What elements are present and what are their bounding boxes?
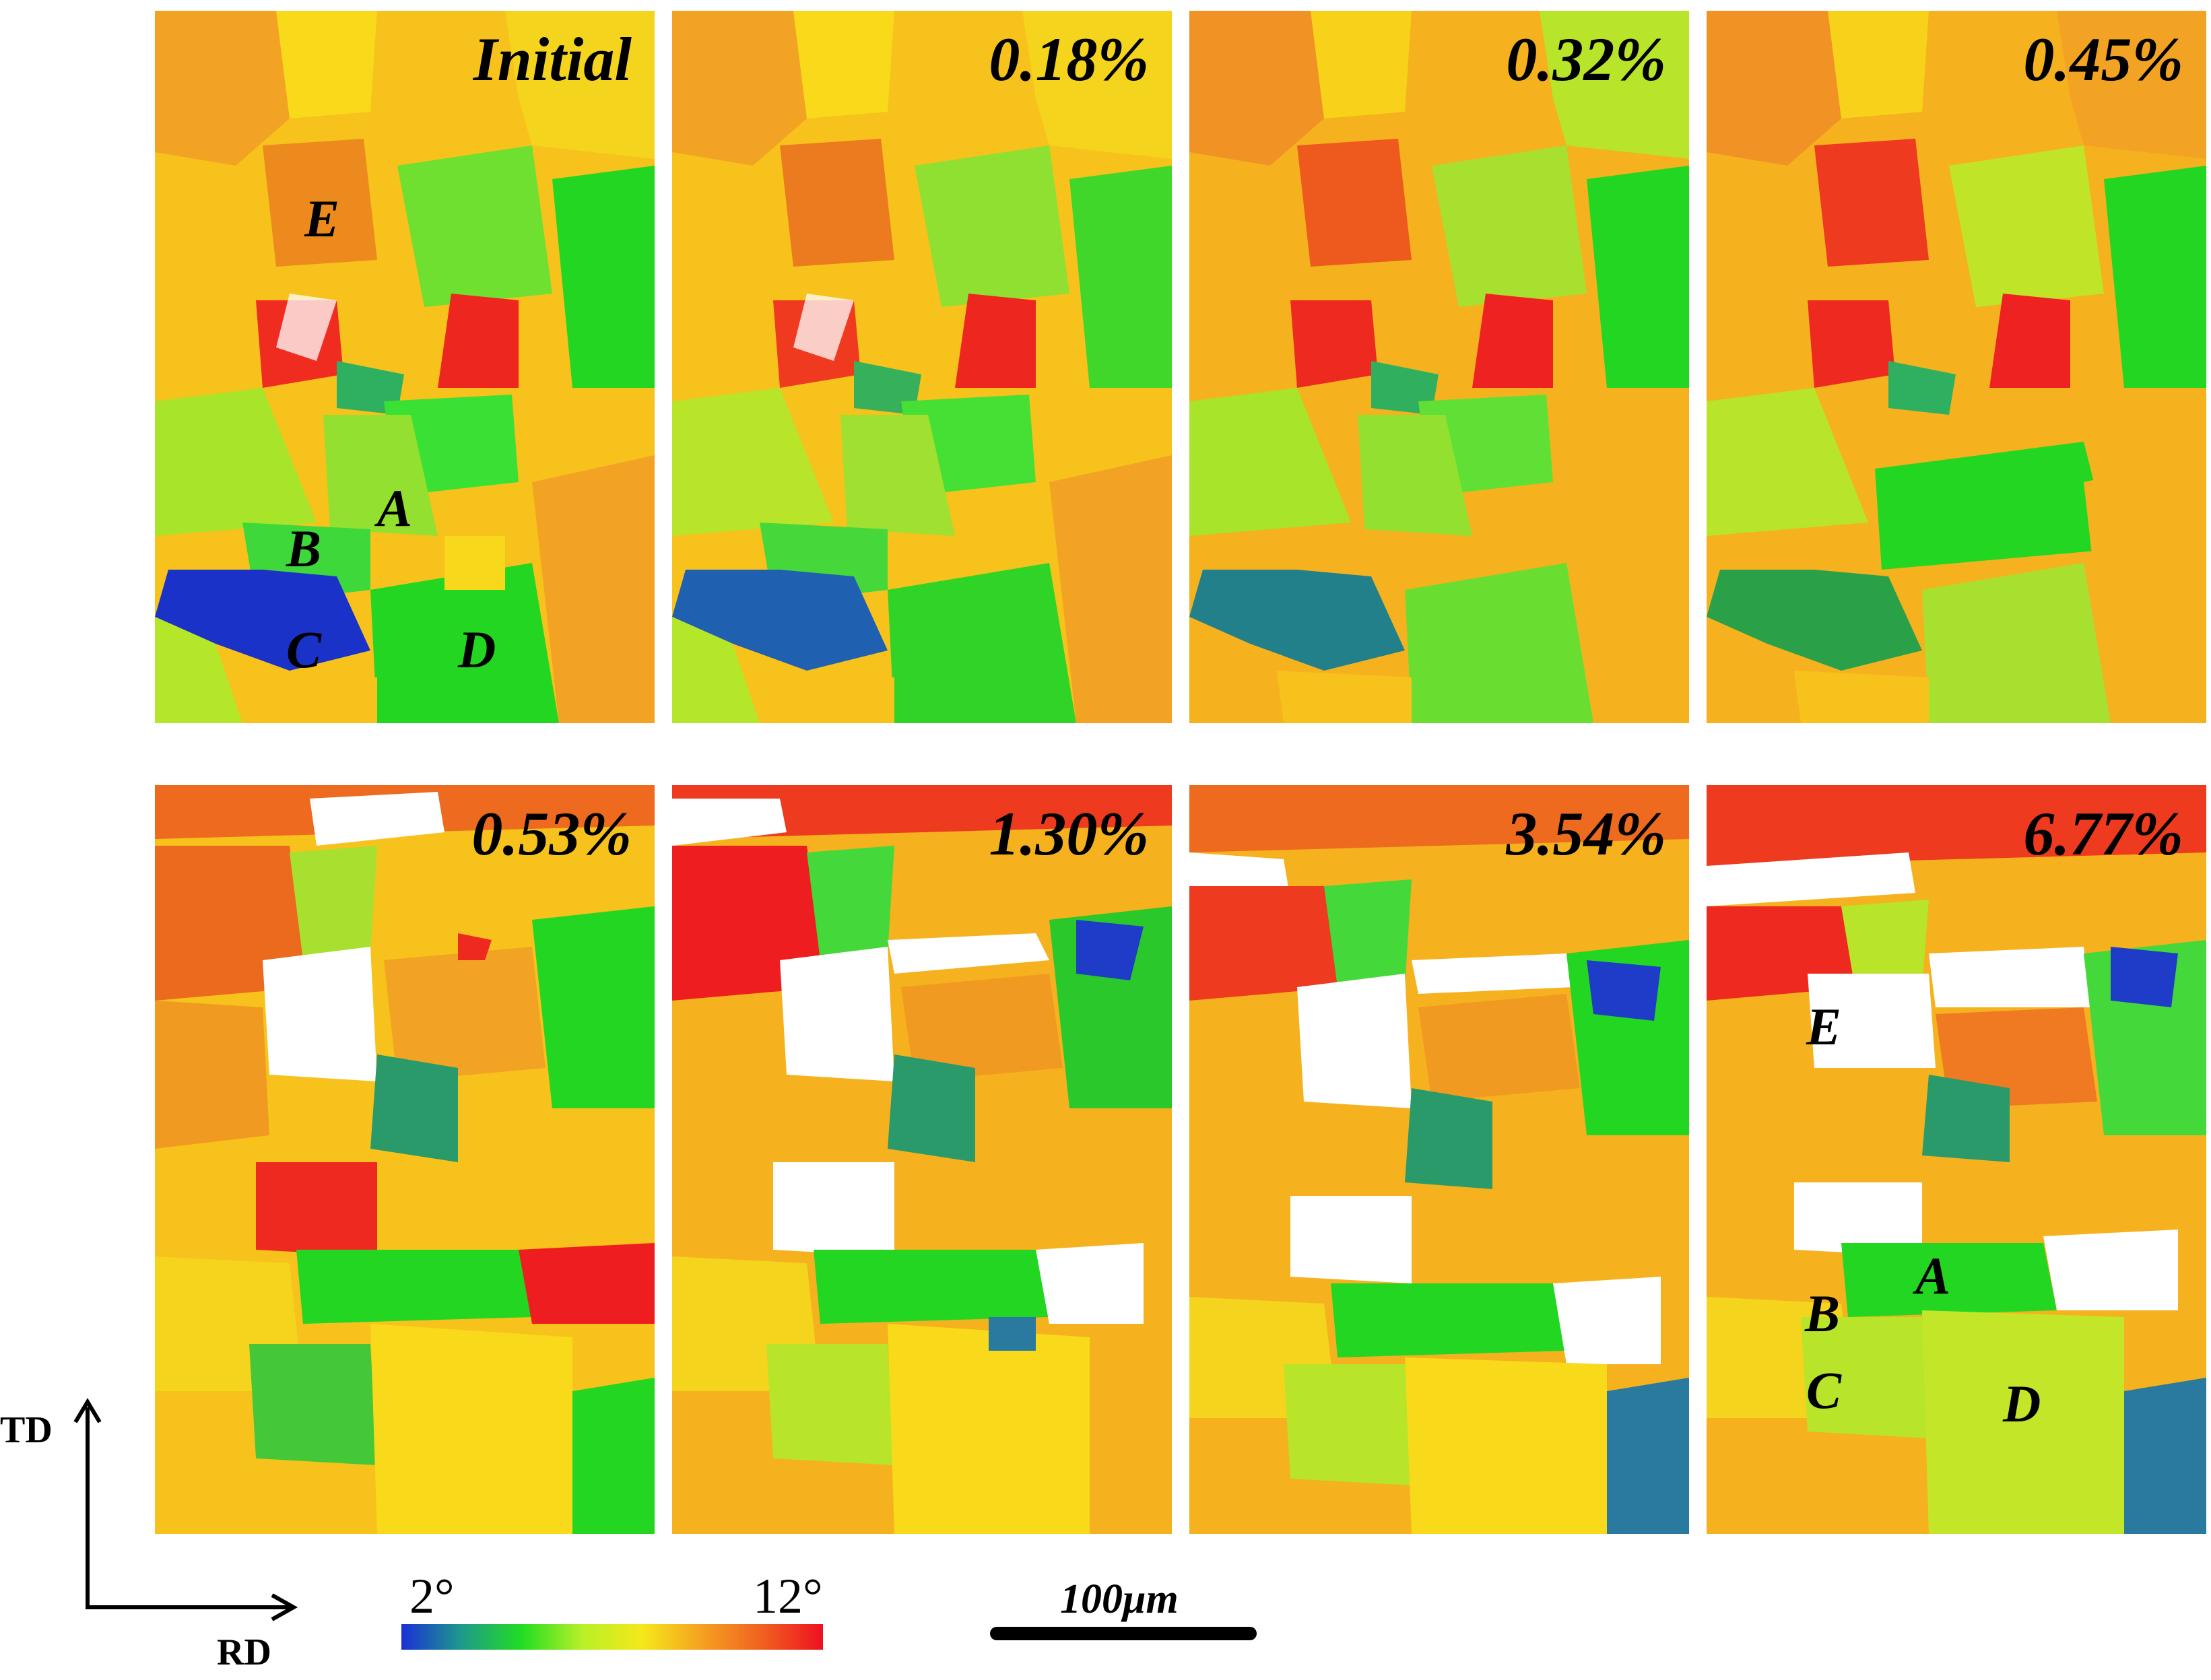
colorbar-gradient [401,1624,823,1650]
ebsd-map-1-30: 1.30% [672,785,1172,1534]
grain-label-a: A [377,479,413,537]
grain-map [1189,785,1689,1534]
grain-label-c: C [286,620,322,679]
grain-map [1707,785,2206,1534]
panel-label: 3.54% [1506,799,1666,868]
scale-bar-label: 100μm [1060,1576,1179,1622]
ebsd-map-0-32: 0.32% [1189,11,1689,723]
panel-label: 1.30% [989,799,1149,868]
panel-label: 0.32% [1506,25,1666,94]
ebsd-map-6-77: 6.77% E A B C D [1707,785,2206,1534]
coordinate-axes: TD RD [0,1387,323,1677]
scale-bar-line [990,1627,1257,1640]
grain-label-d: D [458,620,496,679]
ebsd-map-0-18: 0.18% [672,11,1172,723]
ebsd-map-0-53: 0.53% [155,785,655,1534]
panel-label: 0.53% [471,799,632,868]
grain-label-e: E [304,189,340,248]
td-axis-label: TD [0,1409,53,1451]
grain-label-c: C [1806,1361,1842,1419]
axes-arrows [73,1398,298,1621]
grain-label-e: E [1806,997,1842,1056]
grain-map [672,11,1172,723]
grain-map [1189,11,1689,723]
grain-map [155,785,655,1534]
grain-map [672,785,1172,1534]
grain-map [1707,11,2206,723]
panel-label: Initial [473,25,632,94]
colorbar-max-label: 12° [753,1569,823,1624]
grain-label-b: B [286,519,322,578]
grain-label-a: A [1915,1246,1951,1305]
rd-axis-label: RD [217,1632,271,1673]
panel-label: 6.77% [2023,799,2183,868]
ebsd-map-initial: Initial E A B C D [155,11,655,723]
grain-label-b: B [1805,1284,1841,1343]
panel-label: 0.45% [2023,25,2183,94]
panel-label: 0.18% [989,25,1149,94]
grain-label-d: D [2003,1374,2041,1433]
ebsd-map-3-54: 3.54% [1189,785,1689,1534]
colorbar-min-label: 2° [409,1569,455,1624]
grain-map [155,11,655,723]
ebsd-map-0-45: 0.45% [1707,11,2206,723]
